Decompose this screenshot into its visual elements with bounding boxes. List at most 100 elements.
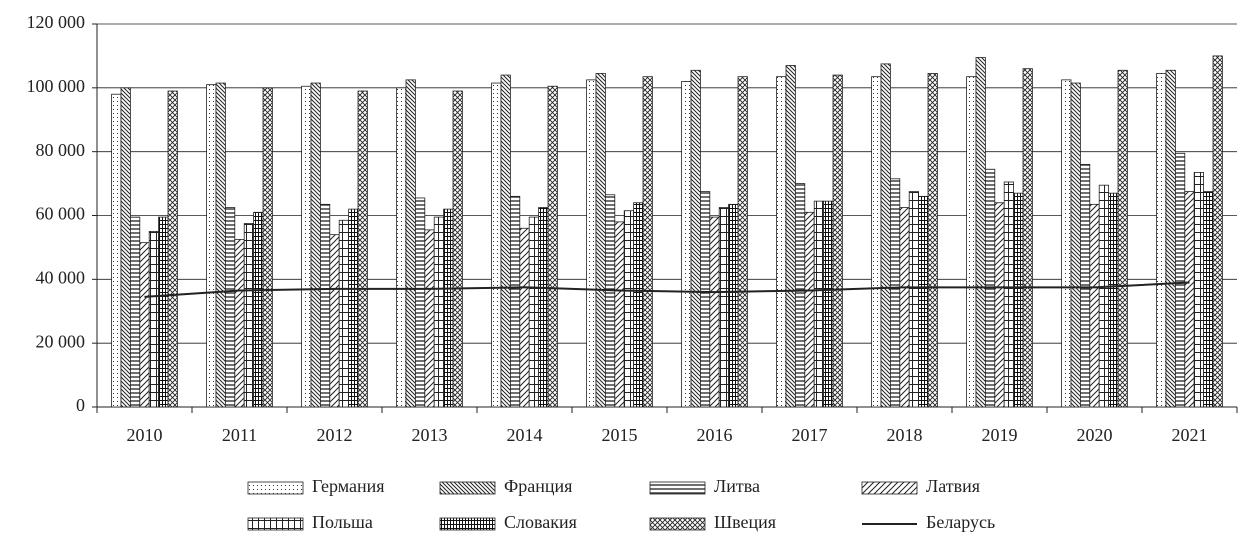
bar bbox=[243, 223, 254, 408]
bar bbox=[1061, 79, 1072, 408]
bar bbox=[614, 221, 625, 408]
bar bbox=[1184, 191, 1195, 408]
bar bbox=[528, 216, 540, 408]
bar bbox=[1070, 82, 1081, 408]
bar bbox=[509, 195, 521, 408]
bar bbox=[129, 216, 141, 408]
bar bbox=[338, 219, 350, 408]
bar bbox=[595, 73, 606, 408]
x-tick-label: 2010 bbox=[127, 425, 163, 445]
x-tick-label: 2018 bbox=[887, 425, 923, 445]
bar bbox=[1098, 184, 1109, 408]
line bbox=[144, 281, 1190, 298]
bar bbox=[690, 69, 701, 408]
bar bbox=[975, 57, 986, 408]
x-tick-label: 2020 bbox=[1077, 425, 1113, 445]
legend-label: Латвия bbox=[926, 476, 980, 496]
bar bbox=[1003, 181, 1015, 408]
bar bbox=[319, 203, 331, 408]
bar bbox=[215, 82, 226, 408]
bar bbox=[234, 239, 245, 408]
x-tick-label: 2015 bbox=[602, 425, 638, 445]
bar bbox=[1089, 203, 1100, 408]
x-tick-label: 2012 bbox=[317, 425, 353, 445]
x-tick-label: 2014 bbox=[507, 425, 543, 445]
bar bbox=[329, 234, 340, 408]
legend-label: Швеция bbox=[714, 512, 776, 532]
bar bbox=[414, 197, 426, 408]
bar bbox=[776, 76, 787, 408]
bar bbox=[804, 211, 815, 408]
legend-label: Литва bbox=[714, 476, 760, 496]
bar bbox=[994, 202, 1005, 408]
legend-swatch bbox=[247, 517, 304, 531]
legend-label: Германия bbox=[312, 476, 385, 496]
legend-label: Беларусь bbox=[926, 512, 995, 532]
x-tick-label: 2016 bbox=[697, 425, 733, 445]
bar bbox=[728, 203, 739, 408]
bar bbox=[405, 79, 416, 408]
bar bbox=[547, 85, 558, 408]
legend-swatch bbox=[439, 481, 496, 495]
x-tick-label: 2013 bbox=[412, 425, 448, 445]
legend-swatch bbox=[649, 517, 706, 531]
bar bbox=[1108, 192, 1119, 408]
legend-swatch bbox=[649, 481, 706, 495]
bar bbox=[918, 195, 929, 408]
bar bbox=[1080, 164, 1091, 408]
bar bbox=[348, 208, 359, 408]
y-tick-label: 60 000 bbox=[36, 204, 86, 224]
legend-swatch bbox=[861, 481, 918, 495]
bar bbox=[452, 90, 463, 408]
bar bbox=[1156, 73, 1167, 408]
legend-swatch bbox=[247, 481, 304, 495]
bar bbox=[443, 208, 454, 408]
bar bbox=[966, 76, 977, 408]
bar bbox=[1013, 192, 1024, 408]
legend-label: Польша bbox=[312, 512, 373, 532]
bar bbox=[737, 76, 748, 408]
bar bbox=[310, 82, 321, 408]
bar bbox=[890, 178, 901, 408]
bar bbox=[709, 216, 720, 408]
bar bbox=[586, 79, 597, 408]
bar bbox=[491, 82, 502, 408]
bar bbox=[823, 200, 834, 408]
bar bbox=[424, 229, 435, 408]
bar bbox=[158, 216, 169, 408]
bar bbox=[899, 207, 910, 408]
bar bbox=[538, 207, 549, 408]
x-tick-label: 2011 bbox=[222, 425, 257, 445]
bar bbox=[908, 191, 920, 408]
bar bbox=[139, 242, 150, 408]
bar bbox=[927, 73, 938, 408]
bar bbox=[1212, 55, 1223, 408]
y-tick-label: 20 000 bbox=[36, 331, 86, 351]
bar bbox=[633, 202, 644, 408]
x-tick-label: 2021 bbox=[1172, 425, 1208, 445]
bar bbox=[1175, 152, 1186, 408]
bar bbox=[700, 191, 711, 408]
bar bbox=[1193, 172, 1204, 408]
y-tick-label: 120 000 bbox=[27, 12, 86, 32]
bar bbox=[206, 84, 217, 408]
bar bbox=[832, 74, 843, 408]
y-tick-label: 100 000 bbox=[27, 76, 86, 96]
y-tick-label: 80 000 bbox=[36, 140, 86, 160]
x-tick-label: 2019 bbox=[982, 425, 1018, 445]
bar bbox=[224, 207, 236, 408]
y-tick-label: 40 000 bbox=[36, 267, 86, 287]
bar bbox=[642, 76, 653, 408]
legend-swatch bbox=[439, 517, 496, 531]
x-tick-label: 2017 bbox=[792, 425, 828, 445]
bar bbox=[871, 76, 882, 408]
y-tick-label: 0 bbox=[76, 395, 85, 415]
bar bbox=[681, 81, 692, 408]
bar bbox=[111, 93, 122, 408]
bar bbox=[120, 87, 131, 408]
bar bbox=[623, 210, 635, 408]
bar bbox=[519, 227, 530, 408]
bar bbox=[1165, 69, 1176, 408]
bar bbox=[500, 74, 511, 408]
